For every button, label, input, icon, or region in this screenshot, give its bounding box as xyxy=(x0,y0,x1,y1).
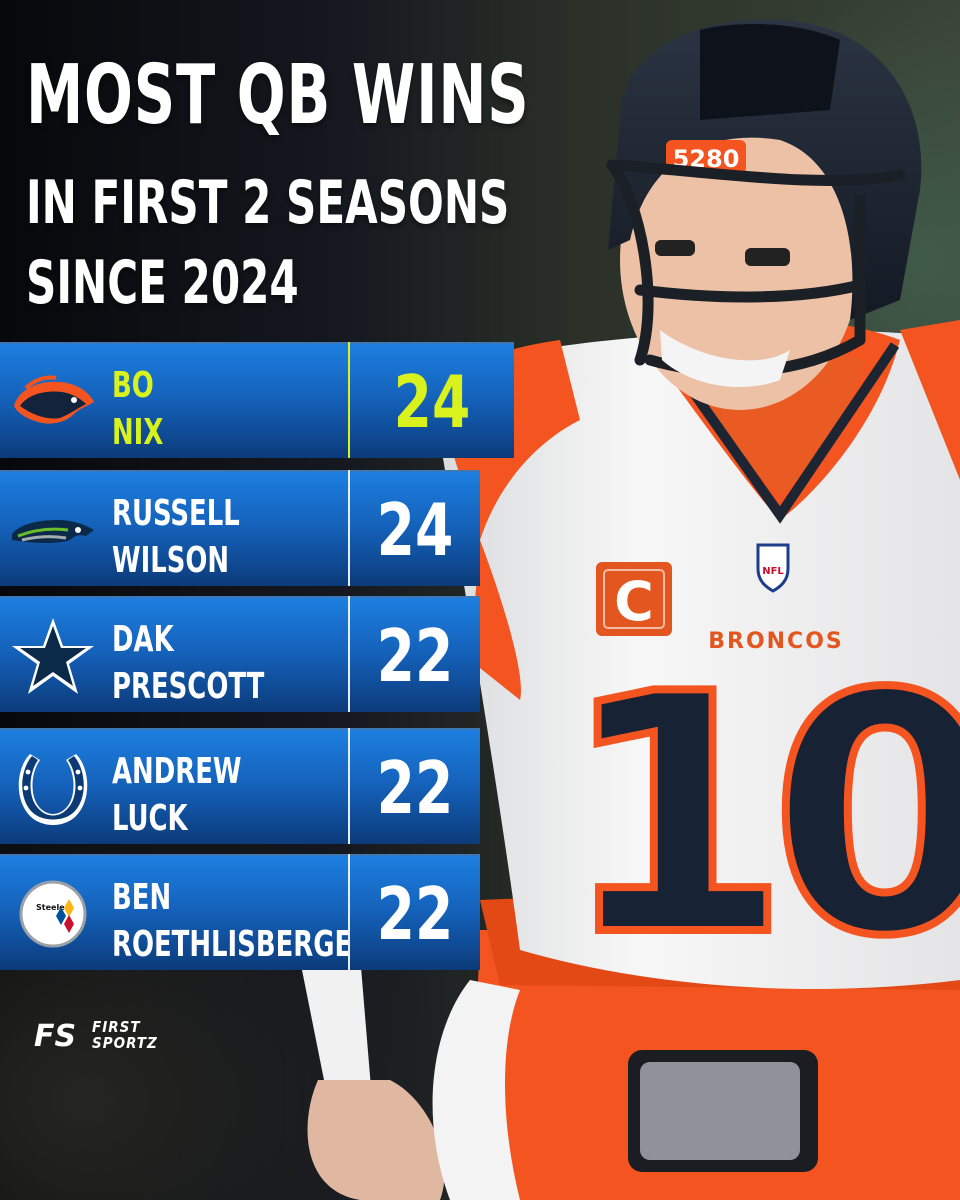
wins-panel: 22 xyxy=(350,854,480,970)
row-divider xyxy=(348,470,350,586)
player-first-name: RUSSELL xyxy=(112,493,240,534)
row-divider xyxy=(348,728,350,844)
wins-panel: 24 xyxy=(350,342,514,458)
headline-line-1: MOST QB WINS xyxy=(26,48,530,143)
jersey-brand-text: BRONCOS xyxy=(708,629,844,654)
player-name: BO NIX xyxy=(112,362,163,456)
colts-horseshoe-icon xyxy=(18,754,88,825)
player-name-panel: ANDREW LUCK xyxy=(0,728,348,844)
headline-line-2: IN FIRST 2 SEASONS xyxy=(26,168,510,238)
player-name-panel: DAK PRESCOTT xyxy=(0,596,348,712)
brand-mark-text: FS xyxy=(34,1019,76,1050)
wins-value: 22 xyxy=(376,872,454,956)
player-name: RUSSELL WILSON xyxy=(112,490,240,584)
first-sportz-logo: FS FIRST SPORTZ xyxy=(34,1018,174,1052)
wins-value: 24 xyxy=(376,488,454,572)
cowboys-star-icon xyxy=(12,618,94,694)
wins-value: 22 xyxy=(376,746,454,830)
wins-panel: 22 xyxy=(350,728,480,844)
player-first-name: DAK xyxy=(112,619,174,660)
wins-value: 22 xyxy=(376,614,454,698)
fs-mark-icon: FS xyxy=(34,1019,76,1050)
player-last-name: ROETHLISBERGER xyxy=(112,924,373,965)
steelers-wordmark: Steelers xyxy=(36,903,74,912)
player-name: DAK PRESCOTT xyxy=(112,616,264,710)
player-first-name: BEN xyxy=(112,877,172,918)
jersey-number: 10 xyxy=(560,624,960,1008)
row-divider xyxy=(348,596,350,712)
wins-panel: 22 xyxy=(350,596,480,712)
wins-panel: 24 xyxy=(350,470,480,586)
player-first-name: BO xyxy=(112,365,154,406)
brand-line-1: FIRST xyxy=(92,1018,141,1036)
captain-patch-letter: C xyxy=(614,570,654,633)
player-last-name: PRESCOTT xyxy=(112,666,265,707)
row-divider xyxy=(348,854,350,970)
player-name: ANDREW LUCK xyxy=(112,748,242,842)
broncos-logo-icon xyxy=(14,375,94,424)
nfl-shield-text: NFL xyxy=(762,566,784,577)
player-name: BEN ROETHLISBERGER xyxy=(112,874,372,968)
player-last-name: NIX xyxy=(112,412,164,453)
player-name-panel: Steelers BEN ROETHLISBERGER xyxy=(0,854,372,970)
player-name-panel: BO NIX xyxy=(0,342,348,458)
brand-line-2: SPORTZ xyxy=(92,1034,158,1052)
seahawks-logo-icon xyxy=(12,520,94,543)
player-last-name: WILSON xyxy=(112,540,230,581)
wins-value: 24 xyxy=(393,360,471,444)
headline-line-3: SINCE 2024 xyxy=(26,248,299,318)
player-name-panel: RUSSELL WILSON xyxy=(0,470,348,586)
player-first-name: ANDREW xyxy=(112,751,242,792)
row-divider xyxy=(348,342,350,458)
steelers-logo-icon: Steelers xyxy=(19,880,87,948)
player-last-name: LUCK xyxy=(112,798,188,839)
